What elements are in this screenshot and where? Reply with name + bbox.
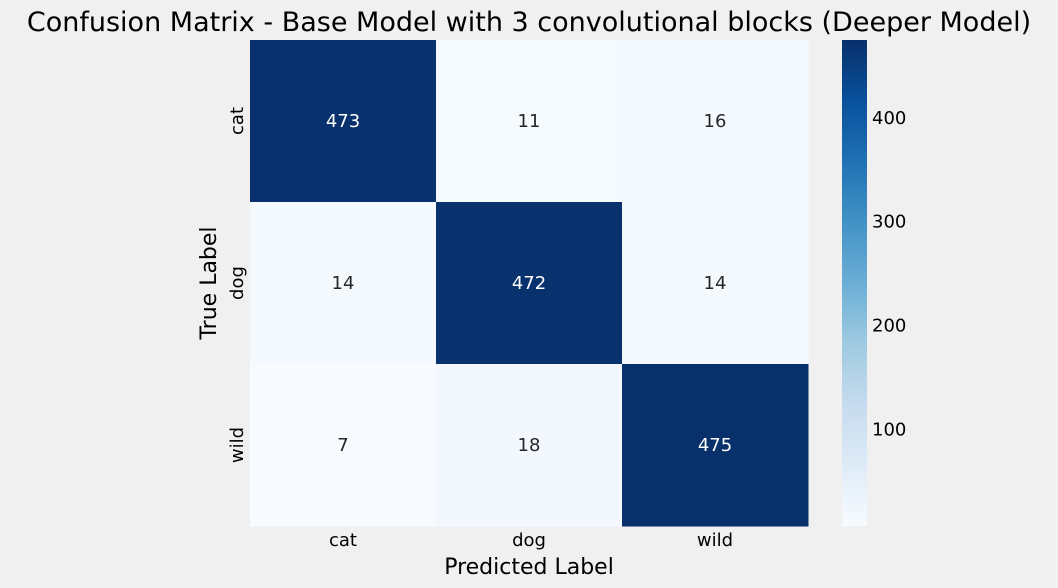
x-tick-label: cat: [329, 530, 357, 551]
heatmap-cell: [622, 202, 809, 365]
heatmap-cell: [436, 202, 623, 365]
cell-value-label: 475: [698, 435, 732, 456]
cell-value-label: 14: [704, 273, 727, 294]
heatmap-cell: [250, 202, 437, 365]
x-tick-label: wild: [697, 530, 733, 551]
x-tick-label: dog: [512, 530, 546, 551]
x-tick-labels: cat dog wild: [329, 530, 733, 551]
y-axis-label: True Label: [197, 226, 222, 340]
cell-value-label: 7: [337, 435, 348, 456]
cell-value-label: 16: [704, 111, 727, 132]
colorbar: [842, 40, 867, 526]
x-axis-label: Predicted Label: [444, 555, 614, 580]
heatmap-cell: [622, 40, 809, 203]
colorbar-tick-label: 400: [872, 108, 906, 129]
y-tick-labels: cat dog wild: [227, 107, 248, 463]
y-tick-label: dog: [227, 266, 248, 300]
cell-value-label: 472: [512, 273, 546, 294]
cell-value-label: 14: [332, 273, 355, 294]
heatmap-cell: [436, 40, 623, 203]
heatmap-cell: [436, 364, 623, 527]
y-tick-label: wild: [227, 427, 248, 463]
colorbar-tick-label: 100: [872, 419, 906, 440]
heatmap-cell: [250, 40, 437, 203]
chart-title: Confusion Matrix - Base Model with 3 con…: [27, 7, 1031, 38]
heatmap-cell: [622, 364, 809, 527]
heatmap-cell: [250, 364, 437, 527]
colorbar-ticks: 100 200 300 400: [872, 108, 906, 441]
colorbar-tick-label: 300: [872, 212, 906, 233]
heatmap-cells: [250, 40, 809, 527]
cell-value-label: 11: [518, 111, 541, 132]
y-tick-label: cat: [227, 107, 248, 135]
cell-value-label: 18: [518, 435, 541, 456]
cell-value-label: 473: [326, 111, 360, 132]
heatmap-cell-labels: 473 11 16 14 472 14 7 18 475: [326, 111, 732, 456]
colorbar-tick-label: 200: [872, 316, 906, 337]
